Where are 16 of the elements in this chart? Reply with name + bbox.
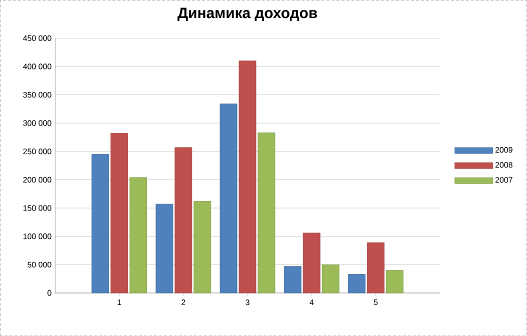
bar <box>238 60 256 294</box>
bar <box>258 132 276 294</box>
bar <box>284 266 302 294</box>
bar <box>194 200 212 294</box>
bar <box>302 232 320 294</box>
bar <box>130 177 147 294</box>
bar <box>156 204 174 294</box>
bar <box>92 154 109 294</box>
bar <box>367 242 384 294</box>
chart-title: Динамика доходов <box>178 8 318 21</box>
bar <box>386 270 404 294</box>
bar <box>322 264 340 294</box>
bar <box>220 104 238 294</box>
bar <box>174 147 192 294</box>
bar <box>348 274 366 294</box>
bar <box>110 133 128 294</box>
